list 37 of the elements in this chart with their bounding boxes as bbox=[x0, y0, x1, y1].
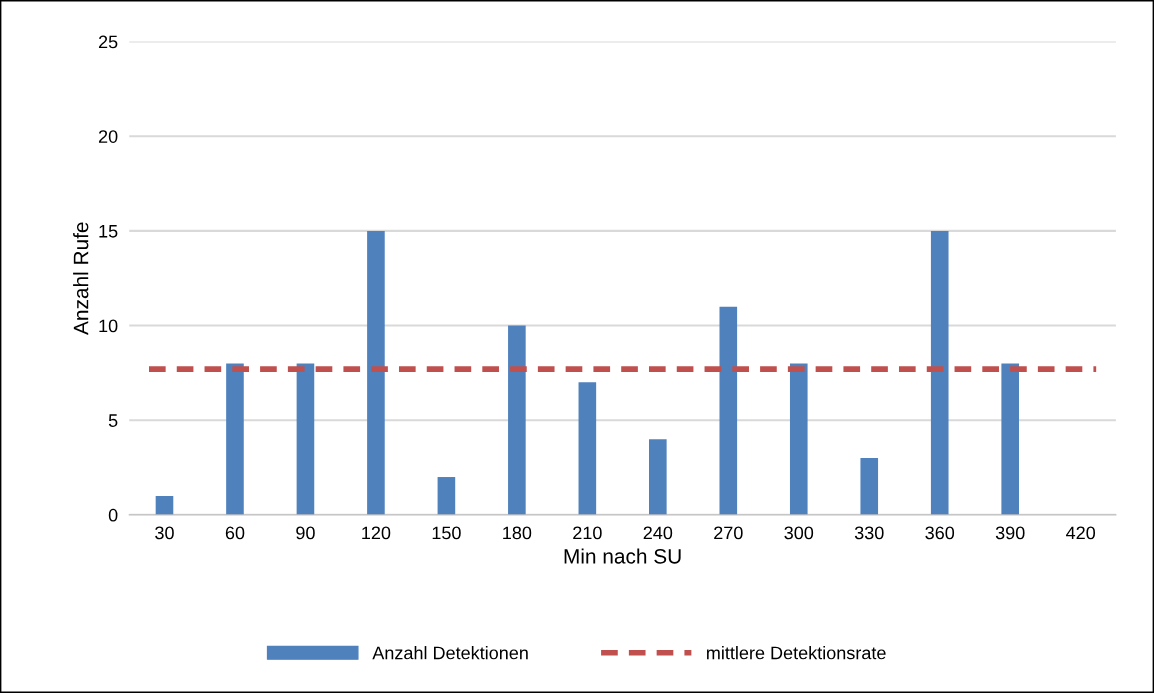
bar bbox=[578, 382, 597, 515]
legend-label: Anzahl Detektionen bbox=[372, 646, 528, 660]
bar bbox=[226, 363, 244, 515]
legend-label: mittlere Detektionsrate bbox=[707, 646, 886, 660]
bar bbox=[719, 306, 738, 515]
x-tick-label: 240 bbox=[643, 526, 673, 540]
y-tick-label: 20 bbox=[98, 130, 118, 143]
x-tick-label: 390 bbox=[995, 526, 1025, 540]
bar bbox=[1001, 363, 1020, 515]
bar bbox=[155, 495, 174, 515]
x-tick-label: 300 bbox=[784, 526, 814, 540]
x-tick-label: 330 bbox=[854, 526, 884, 540]
x-tick-label: 270 bbox=[714, 526, 743, 540]
x-tick-label: 420 bbox=[1066, 526, 1096, 540]
y-tick-label: 0 bbox=[108, 508, 118, 522]
bar bbox=[860, 458, 879, 515]
x-tick-label: 360 bbox=[925, 526, 955, 540]
y-tick-label: 5 bbox=[108, 414, 118, 427]
bar bbox=[437, 477, 456, 515]
x-tick-label: 60 bbox=[225, 526, 245, 540]
x-tick-label: 30 bbox=[155, 526, 174, 540]
bar bbox=[789, 363, 808, 515]
y-axis-title: Anzahl Rufe bbox=[73, 222, 89, 335]
x-tick-label: 180 bbox=[503, 526, 532, 540]
bar bbox=[930, 230, 949, 515]
bar bbox=[367, 230, 385, 515]
y-tick-label: 25 bbox=[98, 35, 118, 49]
x-tick-label: 90 bbox=[296, 526, 315, 540]
x-tick-label: 150 bbox=[432, 526, 461, 540]
y-tick-label: 10 bbox=[99, 319, 118, 333]
x-tick-label: 210 bbox=[573, 526, 602, 540]
y-tick-label: 15 bbox=[99, 225, 118, 238]
x-axis-title: Min nach SU bbox=[564, 548, 681, 564]
bar bbox=[508, 325, 526, 515]
x-tick-label: 120 bbox=[362, 526, 391, 540]
bar bbox=[649, 439, 667, 515]
bar bbox=[296, 363, 315, 515]
